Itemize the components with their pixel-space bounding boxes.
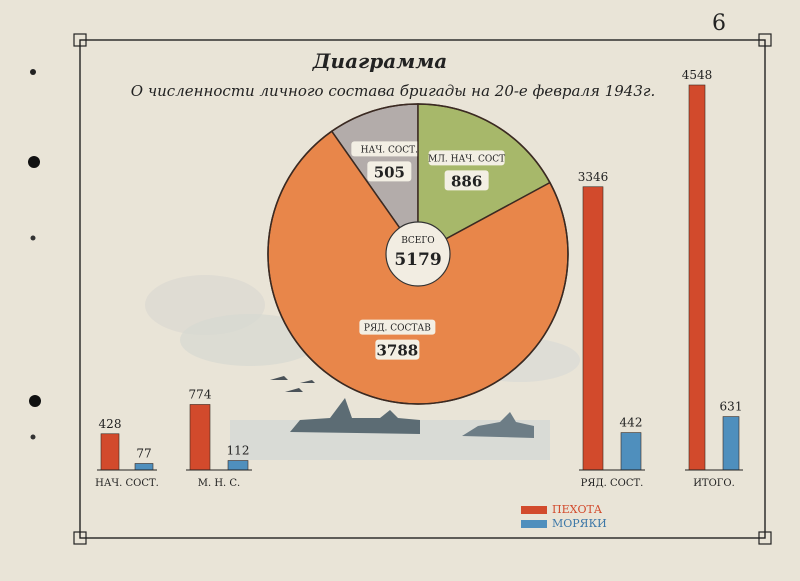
pie-label-background-junior-command — [428, 150, 505, 166]
warship-drawing — [290, 398, 420, 434]
category-label-total: ИТОГО. — [693, 478, 735, 489]
pie-center-caption: ВСЕГО — [401, 236, 434, 246]
pie-value-command: 505 — [374, 163, 405, 181]
legend-label-sailors: МОРЯКИ — [552, 517, 607, 530]
bar-infantry-rank-and-file — [582, 186, 604, 471]
page-frame — [73, 33, 772, 545]
bar-sailors-total — [722, 416, 740, 471]
bar-value-sailors-command: 77 — [136, 446, 151, 460]
bar-infantry-total — [688, 84, 706, 471]
category-label-command: НАЧ. СОСТ. — [95, 478, 159, 489]
bar-value-sailors-rank-and-file: 442 — [620, 416, 643, 430]
bar-infantry-junior-command — [189, 404, 211, 471]
bar-value-infantry-total: 4548 — [682, 68, 713, 82]
bar-value-infantry-junior-command: 774 — [189, 387, 212, 401]
bar-value-infantry-command: 428 — [99, 417, 122, 431]
pie-label-rank-and-file: РЯД. СОСТАВ — [364, 324, 431, 334]
bar-sailors-rank-and-file — [620, 432, 642, 471]
aircraft-drawing — [270, 376, 315, 392]
pie-label-background-rank-and-file — [359, 319, 436, 335]
pie-value-background-command — [367, 161, 412, 182]
destroyer-drawing — [462, 412, 534, 438]
pie-center-total: 5179 — [394, 250, 441, 270]
pie-value-background-junior-command — [444, 170, 489, 191]
pie-outline — [267, 103, 569, 405]
pie-label-command: НАЧ. СОСТ. — [361, 145, 418, 155]
bar-value-infantry-rank-and-file: 3346 — [578, 170, 609, 184]
bar-chart: 428 77 НАЧ. СОСТ. 774 112 М. Н. С. 3346 442 РЯД.… — [95, 68, 743, 489]
pie-label-junior-command: МЛ. НАЧ. СОСТ — [428, 154, 505, 164]
chart-title: Диаграмма — [312, 49, 447, 73]
binding-holes — [28, 69, 41, 440]
bar-sailors-command — [134, 463, 154, 471]
pie-center-label: ВСЕГО 5179 — [385, 221, 451, 287]
page-number: 6 — [712, 11, 726, 36]
category-label-junior-command: М. Н. С. — [198, 478, 241, 489]
pie-value-rank-and-file: 3788 — [377, 342, 419, 360]
legend: ПЕХОТА МОРЯКИ — [521, 503, 607, 530]
legend-swatch-sailors — [521, 520, 547, 528]
chart-subtitle: О численности личного состава бригады на… — [131, 82, 656, 100]
pie-label-background-command — [351, 141, 428, 157]
legend-label-infantry: ПЕХОТА — [552, 503, 603, 516]
pie-value-background-rank-and-file — [375, 339, 420, 360]
category-label-rank-and-file: РЯД. СОСТ. — [581, 478, 644, 489]
pie-value-junior-command: 886 — [451, 172, 482, 190]
bar-infantry-command — [100, 433, 120, 471]
bar-value-sailors-junior-command: 112 — [227, 444, 250, 458]
legend-swatch-infantry — [521, 506, 547, 514]
bar-sailors-junior-command — [227, 460, 249, 471]
bar-value-sailors-total: 631 — [720, 400, 743, 414]
